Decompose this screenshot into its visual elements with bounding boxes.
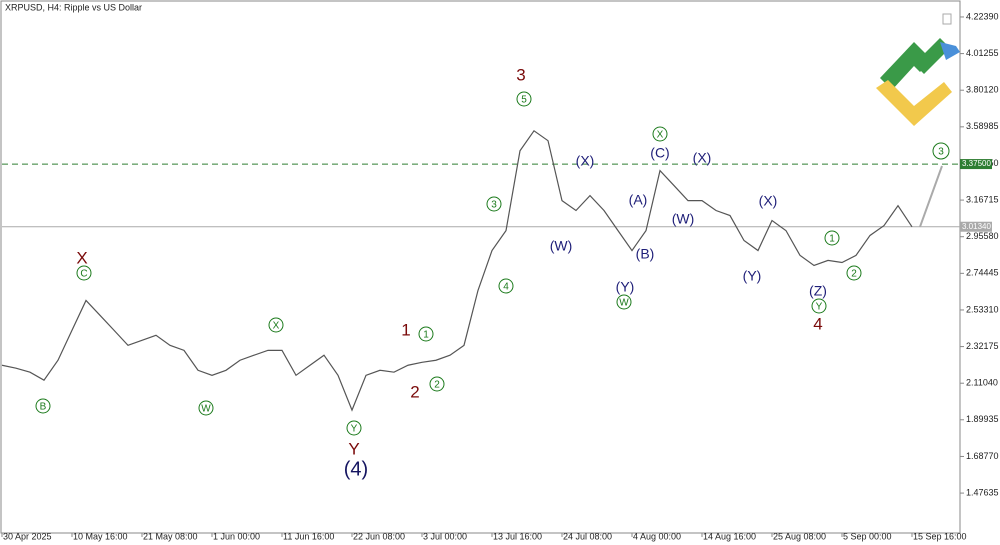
y-tick-label: 4.22390 <box>966 11 999 21</box>
wave-label: 4 <box>503 282 509 293</box>
y-tick-label: 3.80120 <box>966 85 999 95</box>
y-tick-label: 3.58985 <box>966 121 999 131</box>
wave-label: (4) <box>344 458 368 480</box>
wave-label: (X) <box>576 153 595 169</box>
wave-label: W <box>201 404 211 415</box>
y-tick-label: 4.01255 <box>966 48 999 58</box>
wave-label: (Z) <box>809 283 827 299</box>
wave-circle <box>346 420 362 436</box>
wave-circle <box>486 196 502 212</box>
x-tick-label: 11 Jun 16:00 <box>283 531 334 541</box>
x-tick-label: 24 Jul 08:00 <box>563 531 612 541</box>
x-tick-label: 25 Aug 08:00 <box>773 531 826 541</box>
icon <box>942 13 952 25</box>
wave-label: Y <box>351 424 358 435</box>
wave-label: 3 <box>491 200 497 211</box>
wave-label: 3 <box>516 65 525 84</box>
wave-label: 1 <box>423 330 429 341</box>
x-tick-label: 15 Sep 16:00 <box>913 531 967 541</box>
x-tick-label: 13 Jul 16:00 <box>493 531 542 541</box>
wave-label: (B) <box>636 246 655 262</box>
x-tick-label: 30 Apr 2025 <box>3 531 52 541</box>
y-tick-label: 1.68770 <box>966 451 999 461</box>
wave-label: (W) <box>550 238 573 254</box>
wave-label: 3 <box>938 147 944 158</box>
wave-circle <box>76 265 92 281</box>
y-tick-label: 3.16715 <box>966 194 999 204</box>
y-tick-label: 2.11040 <box>966 378 998 388</box>
wave-label: W <box>619 298 629 309</box>
wave-label: C <box>80 269 87 280</box>
wave-label: X <box>657 130 664 141</box>
x-tick-label: 22 Jun 08:00 <box>353 531 405 541</box>
wave-circle <box>616 294 632 310</box>
level-label: 3.37500 <box>962 159 991 168</box>
wave-circle <box>846 265 862 281</box>
x-tick-label: 4 Aug 00:00 <box>633 531 681 541</box>
wave-label: (A) <box>629 192 648 208</box>
wave-label: (Y) <box>743 268 762 284</box>
wave-circle <box>35 398 51 414</box>
y-tick-label: 2.95580 <box>966 231 999 241</box>
logo <box>876 38 960 126</box>
wave-circle <box>824 230 840 246</box>
wave-circle <box>198 400 214 416</box>
wave-label: Y <box>816 302 823 313</box>
wave-circle <box>418 326 434 342</box>
wave-label: 2 <box>410 382 419 401</box>
wave-label: 2 <box>851 269 857 280</box>
wave-label: 1 <box>401 320 410 339</box>
wave-label: 2 <box>434 380 440 391</box>
wave-label: Y <box>348 439 359 458</box>
y-tick-label: 2.74445 <box>966 268 999 278</box>
wave-label: B <box>40 402 47 413</box>
y-tick-label: 2.53310 <box>966 304 999 314</box>
wave-circle <box>268 317 284 333</box>
wave-label: (Y) <box>616 279 635 295</box>
wave-circle <box>811 298 827 314</box>
wave-label: X <box>273 321 280 332</box>
wave-label: 5 <box>521 95 527 106</box>
wave-label: X <box>76 248 87 267</box>
wave-label: (X) <box>693 150 712 166</box>
wave-circle <box>652 126 668 142</box>
chart-title: XRPUSD, H4: Ripple vs US Dollar <box>5 2 142 12</box>
wave-label: 1 <box>829 234 835 245</box>
projection <box>919 165 943 228</box>
x-tick-label: 5 Sep 00:00 <box>843 531 892 541</box>
x-tick-label: 21 May 08:00 <box>143 531 198 541</box>
wave-label: 4 <box>813 314 822 333</box>
level-tag <box>960 221 992 232</box>
x-tick-label: 3 Jul 00:00 <box>423 531 467 541</box>
y-tick-label: 1.89935 <box>966 414 999 424</box>
wave-circle <box>498 278 514 294</box>
y-tick-label: 1.47635 <box>966 487 999 497</box>
wave-label: (X) <box>759 193 778 209</box>
x-tick-label: 1 Jun 00:00 <box>213 531 260 541</box>
wave-circle <box>932 142 950 160</box>
wave-circle <box>516 91 532 107</box>
level-tag <box>960 159 992 170</box>
x-tick-label: 10 May 16:00 <box>73 531 128 541</box>
price-line <box>1 129 913 412</box>
x-tick-label: 14 Aug 16:00 <box>703 531 756 541</box>
wave-label: (C) <box>650 145 669 161</box>
y-tick-label: 2.32175 <box>966 341 999 351</box>
wave-label: (W) <box>672 211 695 227</box>
wave-circle <box>429 376 445 392</box>
level-label: 3.01340 <box>962 222 991 231</box>
plot-frame <box>0 0 961 534</box>
